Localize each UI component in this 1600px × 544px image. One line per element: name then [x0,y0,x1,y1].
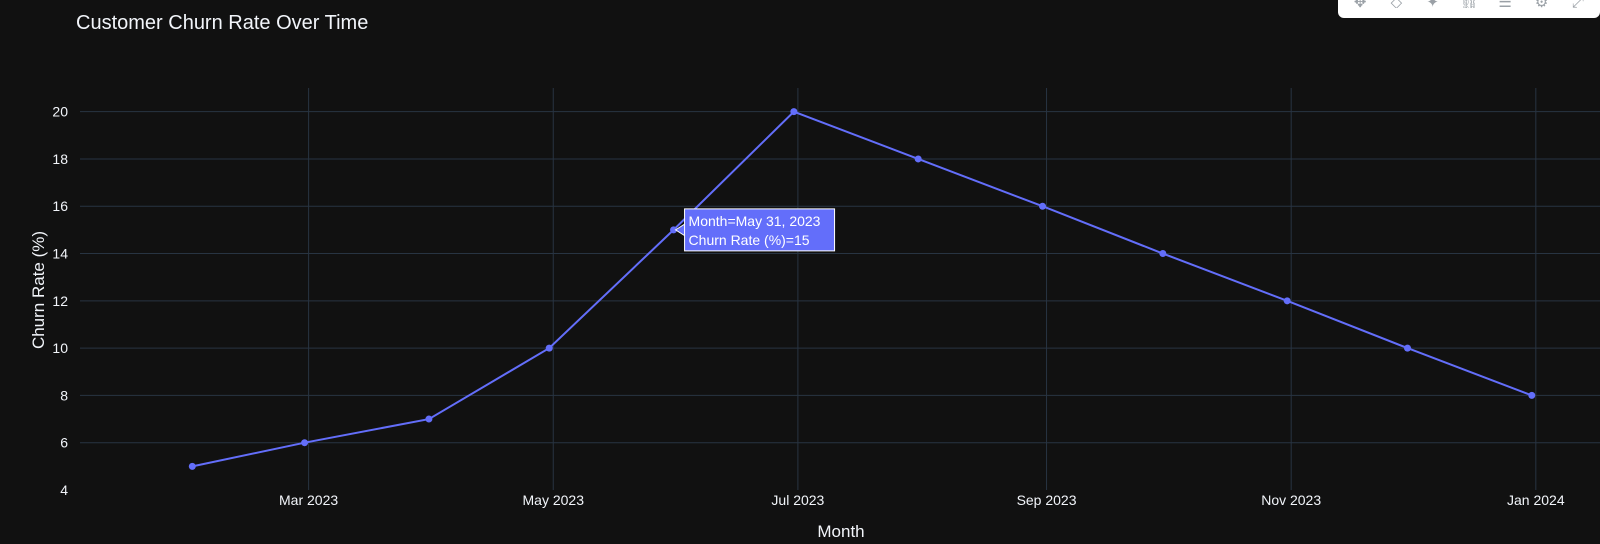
x-tick-label: May 2023 [523,492,585,508]
y-tick-label: 4 [60,482,68,498]
y-tick-label: 12 [52,293,68,309]
x-tick-label: Mar 2023 [279,492,338,508]
y-tick-label: 6 [60,435,68,451]
x-axis-title: Month [817,522,864,541]
series[interactable] [188,108,1536,470]
y-tick-label: 10 [52,340,68,356]
data-point[interactable] [425,415,433,423]
comment-icon[interactable]: ☰ [1495,0,1515,8]
expand-icon[interactable]: ⤢ [1568,0,1588,8]
x-tick-labels: Mar 2023 May 2023 Jul 2023 Sep 2023 Nov 2023… [279,492,1565,508]
y-tick-label: 20 [52,104,68,120]
x-tick-label: Jul 2023 [771,492,824,508]
data-point[interactable] [1159,250,1167,258]
data-point[interactable] [301,439,309,447]
data-point[interactable] [545,344,553,352]
pan-icon[interactable]: ✥ [1350,0,1370,8]
modebar: ✥ ◇ ✦ ⛓ ☰ ⚙ ⤢ [1338,0,1600,18]
hover-tooltip: Month=May 31, 2023 Churn Rate (%)=15 [674,208,836,252]
data-point[interactable] [1283,297,1291,305]
x-tick-label: Nov 2023 [1261,492,1321,508]
x-tick-label: Jan 2024 [1507,492,1565,508]
chart-title: Customer Churn Rate Over Time [76,12,368,34]
data-point[interactable] [188,462,196,470]
hover-value-label: Churn Rate (%)=15 [689,232,810,248]
data-point[interactable] [790,108,798,116]
y-gridlines [80,111,1600,444]
y-tick-label: 14 [52,246,68,262]
y-axis-title: Churn Rate (%) [29,231,48,349]
zoom-in-icon[interactable]: ◇ [1386,0,1406,8]
y-tick-label: 16 [52,198,68,214]
data-point[interactable] [670,226,678,234]
data-point[interactable] [1039,202,1047,210]
data-point[interactable] [1528,391,1536,399]
settings-icon[interactable]: ⚙ [1532,0,1552,8]
y-tick-labels: 4 6 8 10 12 14 16 18 20 [52,104,68,498]
data-point[interactable] [1403,344,1411,352]
y-tick-label: 18 [52,151,68,167]
x-gridlines [308,88,1537,490]
hover-month-label: Month=May 31, 2023 [689,213,821,229]
autoscale-icon[interactable]: ✦ [1423,0,1443,8]
x-tick-label: Sep 2023 [1017,492,1077,508]
y-tick-label: 8 [60,387,68,403]
link-icon[interactable]: ⛓ [1459,0,1479,8]
hover-box [684,208,836,252]
data-point[interactable] [914,155,922,163]
series-line[interactable] [192,110,1533,468]
